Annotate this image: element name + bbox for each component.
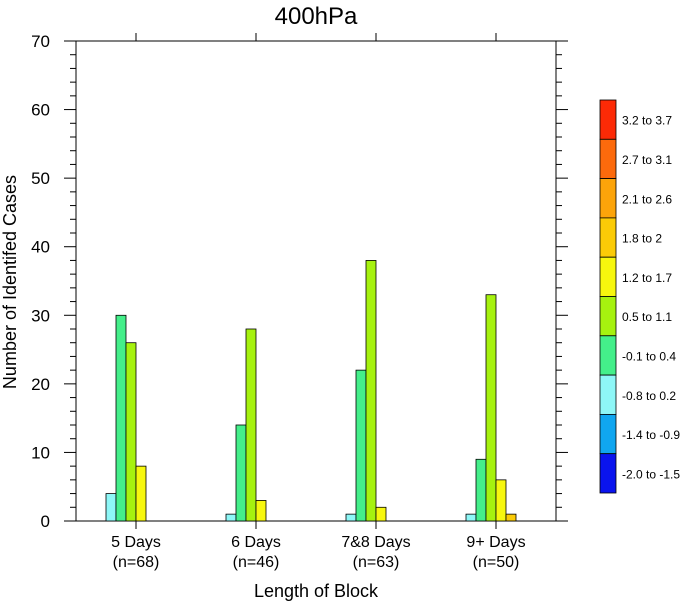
y-tick-label: 70 <box>31 32 50 51</box>
bar <box>225 513 237 522</box>
legend-swatch <box>599 178 617 219</box>
bar <box>255 500 267 522</box>
legend-swatch <box>599 453 617 494</box>
x-tick-sublabel: (n=50) <box>473 554 520 571</box>
bar <box>475 458 487 522</box>
x-tick-sublabel: (n=68) <box>113 554 160 571</box>
bar <box>115 314 127 522</box>
x-tick-label: 5 Days <box>111 534 161 551</box>
legend-swatch <box>599 374 617 415</box>
y-tick-label: 60 <box>31 101 50 120</box>
y-tick-label: 40 <box>31 238 50 257</box>
bar <box>375 506 387 522</box>
legend-label: -1.4 to -0.9 <box>622 428 680 442</box>
legend-swatch <box>599 413 617 455</box>
legend-label: -0.1 to 0.4 <box>622 349 676 363</box>
bar <box>365 260 377 522</box>
x-tick-label: 7&8 Days <box>341 534 410 551</box>
legend: 3.2 to 3.7 2.7 to 3.1 2.1 to 2.6 1.8 to 2 1.… <box>599 99 680 494</box>
plot-area: 0 10 20 30 40 50 60 70 5 Days (n=68) 6 Days (n=46) 7… <box>31 32 568 571</box>
bar <box>355 369 367 522</box>
x-tick-label: 6 Days <box>231 534 281 551</box>
legend-label: 1.8 to 2 <box>622 232 662 246</box>
y-axis-label: Number of Identifed Cases <box>0 175 20 389</box>
x-tick-label: 9+ Days <box>466 534 525 551</box>
bar <box>245 328 257 522</box>
legend-label: 1.2 to 1.7 <box>622 271 672 285</box>
bar <box>105 493 117 522</box>
y-tick-label: 50 <box>31 169 50 188</box>
y-tick-label: 30 <box>31 306 50 325</box>
legend-label: 2.7 to 3.1 <box>622 153 672 167</box>
legend-label: 0.5 to 1.1 <box>622 310 672 324</box>
bar <box>495 479 507 522</box>
x-tick-sublabel: (n=63) <box>353 554 400 571</box>
bar <box>345 513 357 522</box>
legend-label: -0.8 to 0.2 <box>622 389 676 403</box>
y-tick-label: 20 <box>31 375 50 394</box>
bar <box>135 465 147 522</box>
legend-label: 2.1 to 2.6 <box>622 192 672 206</box>
y-tick-label: 10 <box>31 443 50 462</box>
bar <box>465 513 477 522</box>
legend-swatch <box>599 256 617 297</box>
x-axis-label: Length of Block <box>254 581 379 601</box>
plot-frame <box>75 40 557 522</box>
bar <box>125 342 137 522</box>
legend-swatch <box>599 217 617 258</box>
legend-swatch <box>599 296 617 337</box>
y-tick-label: 0 <box>41 512 50 531</box>
legend-swatch <box>599 99 617 140</box>
x-tick-sublabel: (n=46) <box>233 554 280 571</box>
bar <box>235 424 247 522</box>
bar <box>485 294 497 522</box>
legend-label: 3.2 to 3.7 <box>622 114 672 128</box>
bar <box>505 513 517 522</box>
legend-swatch <box>599 138 617 180</box>
legend-label: -2.0 to -1.5 <box>622 467 680 481</box>
legend-swatch <box>599 335 617 376</box>
chart-title: 400hPa <box>275 3 358 30</box>
